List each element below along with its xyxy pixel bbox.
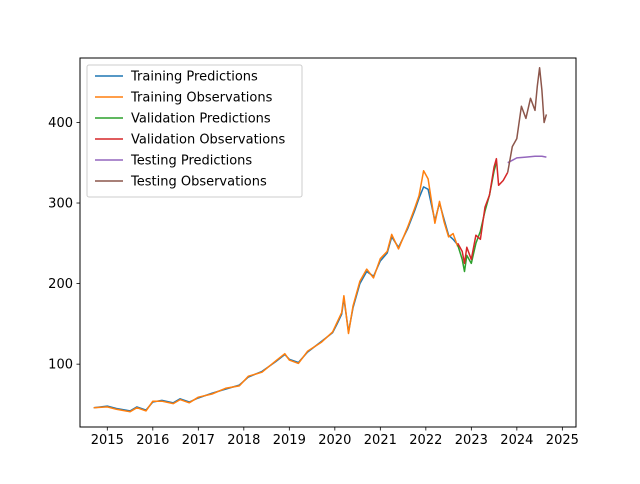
y-tick-label: 100 [48,358,73,373]
series-line-testing-predictions [507,155,547,164]
x-tick-label: 2024 [500,433,533,448]
legend-label-validation-observations: Validation Observations [131,133,285,148]
x-axis: 2015 2016 2017 2018 2019 2020 2021 2022 2023 2024… [91,427,579,448]
x-tick-label: 2015 [91,433,124,448]
legend-label-testing-observations: Testing Observations [130,175,267,190]
y-tick-label: 200 [48,277,73,292]
series-line-training-observations [93,170,459,413]
legend: Training Predictions Training Observation… [86,64,303,198]
x-tick-label: 2018 [227,433,260,448]
legend-box [86,64,303,198]
y-tick-label: 300 [48,197,73,212]
x-tick-label: 2019 [273,433,306,448]
plot-lines [93,66,548,413]
x-tick-label: 2021 [364,433,397,448]
x-tick-label: 2017 [182,433,215,448]
legend-label-testing-predictions: Testing Predictions [130,154,252,169]
x-tick-label: 2016 [136,433,169,448]
series-line-testing-observations [506,66,548,173]
x-tick-label: 2025 [546,433,579,448]
y-tick-label: 400 [48,116,73,131]
legend-label-training-predictions: Training Predictions [130,70,258,85]
plot-frame [79,57,577,428]
y-axis: 100 200 300 400 [48,116,80,373]
series-line-validation-observations [457,157,509,265]
x-tick-label: 2023 [455,433,488,448]
legend-label-validation-predictions: Validation Predictions [131,112,271,127]
x-tick-label: 2020 [318,433,351,448]
legend-label-training-observations: Training Observations [130,91,273,106]
x-tick-label: 2022 [409,433,442,448]
